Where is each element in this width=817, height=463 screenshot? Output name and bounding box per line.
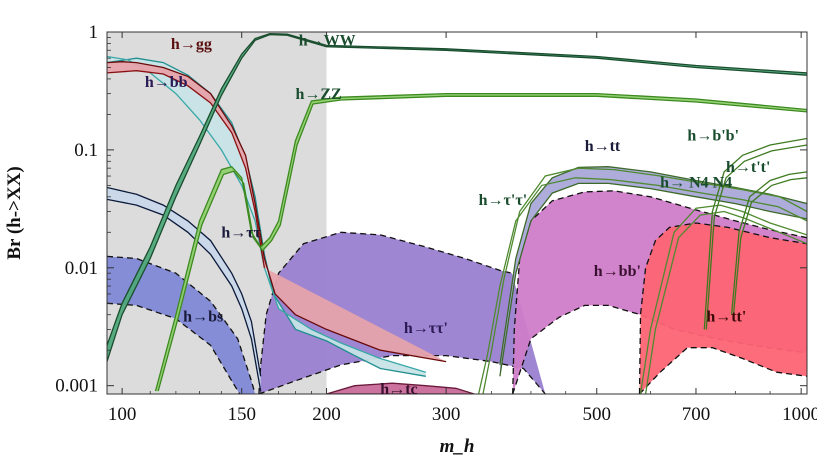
upper-edge-h-to-bbprime <box>512 190 807 394</box>
lower-edge-h-to-bbprime <box>512 304 807 394</box>
series-h-to-bb <box>107 55 426 377</box>
x-tick-label: 100 <box>108 404 137 425</box>
x-tick-label: 500 <box>583 404 612 425</box>
series-h-to-tautauprime <box>258 231 546 394</box>
upper-edge-h-to-gg <box>107 61 447 363</box>
upper-edge-h-to-zz <box>154 92 807 392</box>
upper-edge-h-to-tprimetprime <box>730 171 807 315</box>
lower-edge-h-to-ttprime <box>639 347 807 394</box>
lower-edge-h-to-tautau <box>107 198 262 392</box>
x-tick-label: 700 <box>682 404 711 425</box>
series-h-to-ww <box>107 32 807 362</box>
series-h-to-bprimebprime <box>703 137 807 330</box>
x-axis-title: m_h <box>440 436 475 457</box>
y-axis-title: Br (h->XX) <box>4 166 25 259</box>
lower-edge-h-to-tprimetprime <box>732 177 807 315</box>
label-h-to-tautau: h→ττ <box>221 225 261 242</box>
label-h-to-tt: h→tt <box>585 138 621 155</box>
label-h-to-bb: h→bb <box>145 74 188 91</box>
series-h-to-tprimetprime <box>730 171 807 315</box>
upper-edge-h-to-ww <box>107 32 807 346</box>
label-h-to-tautauprime: h→ττ' <box>404 320 448 337</box>
band-h-to-ttprime <box>639 223 807 394</box>
label-h-to-gg: h→gg <box>171 36 212 53</box>
x-tick-label: 150 <box>227 404 256 425</box>
upper-edge-h-to-bprimebprime <box>703 137 807 330</box>
upper-edge-h-to-bb <box>107 57 426 377</box>
series-h-to-tauprimetauprime <box>477 167 807 394</box>
label-h-to-bbprime: h→bb' <box>594 263 641 280</box>
x-tick-label: 200 <box>312 404 341 425</box>
upper-edge-h-to-tc <box>326 382 475 394</box>
series-label-layer: h→gg h→bb h→WW h→ZZ h→ττ h→bs h→ττ' h→tc h→tt h→τ… <box>145 32 771 398</box>
label-h-to-tprimetprime: h→t't' <box>726 159 770 176</box>
series-h-to-tautau <box>107 186 262 392</box>
lower-edge-h-to-zz <box>157 95 807 392</box>
lower-edge-h-to-tauprimetauprime <box>477 177 807 394</box>
label-h-to-ttprime: h→tt' <box>706 309 746 326</box>
tick-layer: 100 150 200 300 500 700 1000 0.001 0.01 0.1 1 <box>55 22 817 425</box>
series-h-to-gg <box>107 61 447 363</box>
upper-edge-h-to-tautau <box>107 186 262 377</box>
band-h-to-tautauprime <box>258 232 546 394</box>
label-h-to-n4n4: h→ N4 N4 <box>660 174 732 191</box>
lower-edge-h-to-bb <box>107 55 426 373</box>
series-h-to-ttprime <box>638 222 807 394</box>
band-h-to-tautau <box>107 187 261 392</box>
lower-edge-h-to-bs <box>107 302 241 394</box>
lower-edge-h-to-bprimebprime <box>705 144 807 330</box>
upper-edge-h-to-n4n4 <box>639 204 807 394</box>
label-h-to-bs: h→bs <box>183 309 223 326</box>
plot-frame <box>106 31 808 395</box>
y-tick-label: 0.01 <box>65 258 98 279</box>
series-h-to-bs <box>107 255 256 394</box>
x-tick-label: 1000 <box>782 404 817 425</box>
upper-edge-h-to-tt <box>499 166 807 365</box>
label-h-to-tc: h→tc <box>380 381 417 398</box>
upper-edge-h-to-tautauprime <box>258 231 513 394</box>
label-h-to-bprimebprime: h→b'b' <box>687 128 739 145</box>
label-h-to-tauprimetauprime: h→τ'τ' <box>479 192 528 209</box>
series-h-to-tc <box>326 382 475 394</box>
series-h-to-zz <box>154 92 807 392</box>
x-tick-label: 300 <box>432 404 461 425</box>
label-h-to-ww: h→WW <box>299 32 356 49</box>
band-h-to-bs <box>107 256 256 394</box>
upper-edge-h-to-tauprimetauprime <box>482 167 807 394</box>
y-tick-label: 1 <box>89 22 99 43</box>
lower-edge-h-to-ww <box>107 33 807 362</box>
y-tick-label: 0.001 <box>55 376 98 397</box>
y-tick-label: 0.1 <box>74 140 98 161</box>
label-h-to-zz: h→ZZ <box>295 86 341 103</box>
series-layer <box>107 32 807 394</box>
lower-edge-h-to-gg <box>107 70 266 268</box>
band-h-to-tc <box>326 383 475 394</box>
upper-edge-h-to-ttprime <box>638 222 807 394</box>
